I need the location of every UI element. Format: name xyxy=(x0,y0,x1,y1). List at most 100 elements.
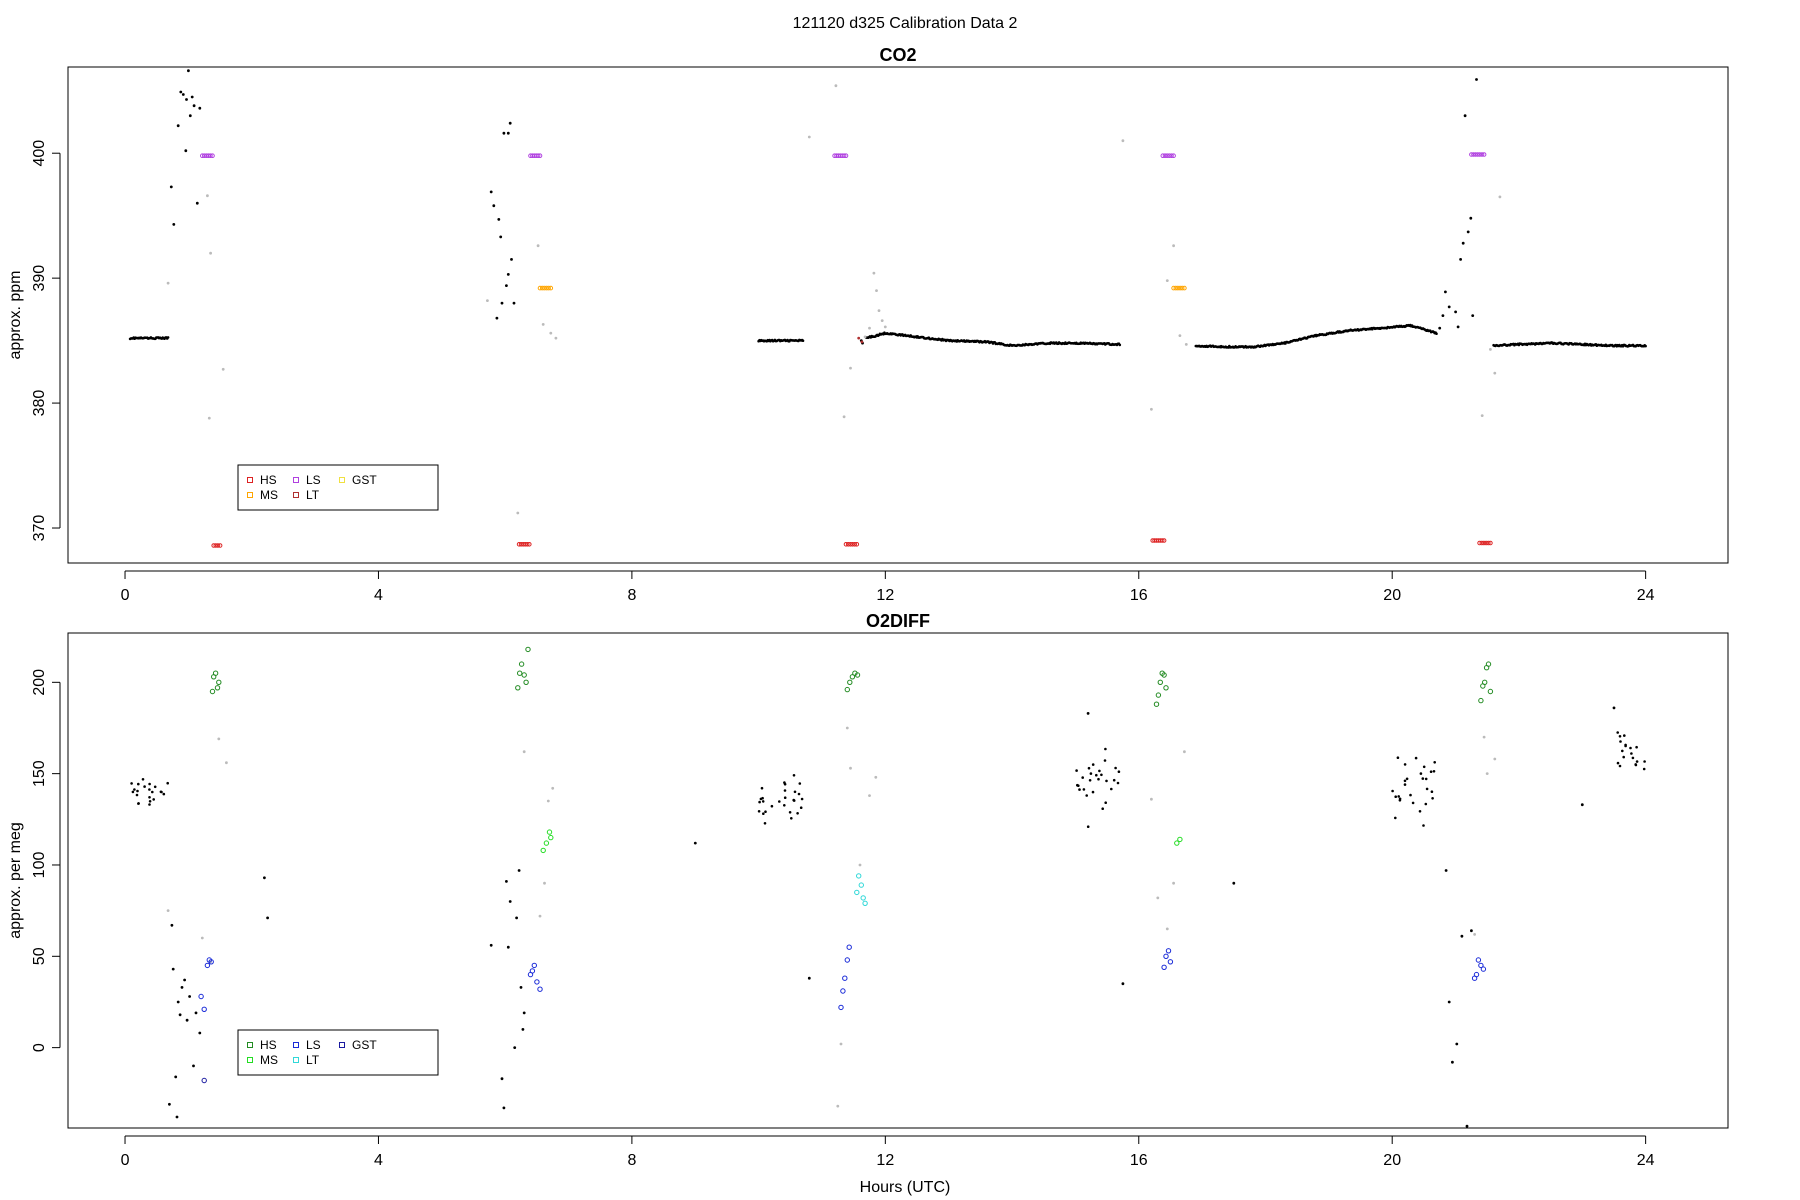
x-tick-label: 0 xyxy=(121,587,130,604)
data-point xyxy=(1618,764,1622,768)
legend-marker xyxy=(293,492,299,498)
data-point xyxy=(1156,896,1160,900)
data-point xyxy=(1086,825,1090,828)
data-point xyxy=(1629,746,1632,750)
data-point xyxy=(201,1006,207,1012)
data-point xyxy=(513,1046,517,1049)
data-point xyxy=(1160,153,1166,158)
data-point xyxy=(180,986,184,989)
data-point xyxy=(190,95,194,99)
y-tick-label: 50 xyxy=(31,947,48,965)
data-point xyxy=(1424,777,1428,781)
data-point xyxy=(538,914,542,918)
data-point xyxy=(1477,152,1483,157)
data-point xyxy=(195,201,199,205)
y-tick-label: 380 xyxy=(31,390,48,417)
data-point xyxy=(1164,153,1170,158)
data-point xyxy=(1478,962,1484,969)
data-point xyxy=(850,542,855,547)
data-point xyxy=(857,336,861,340)
data-point xyxy=(1480,966,1487,972)
data-point xyxy=(492,204,496,208)
data-point xyxy=(518,661,525,667)
data-point xyxy=(793,790,797,794)
series-ls xyxy=(200,152,1487,158)
legend-item: HS xyxy=(247,1038,277,1052)
data-point xyxy=(1635,745,1638,749)
data-point xyxy=(531,962,537,969)
y-tick-label: 370 xyxy=(31,515,48,542)
data-point xyxy=(798,782,802,785)
data-point xyxy=(517,670,523,676)
data-point xyxy=(852,542,858,547)
data-point xyxy=(543,840,550,846)
data-point xyxy=(1424,802,1428,806)
o2diff-panel: O2DIFF approx. per meg 0 4 8 12 16 20 24 0 50 100 15… xyxy=(7,611,1729,1169)
data-point xyxy=(537,153,543,158)
data-point xyxy=(788,811,792,814)
x-tick-label: 8 xyxy=(627,1152,636,1169)
x-tick-label: 4 xyxy=(374,1152,383,1169)
data-point xyxy=(211,543,216,548)
data-point xyxy=(1183,750,1186,754)
data-point xyxy=(1480,414,1484,417)
data-point xyxy=(148,782,151,786)
data-point xyxy=(792,774,796,777)
legend-label: GST xyxy=(352,473,377,487)
data-point xyxy=(854,889,860,896)
legend-label: LS xyxy=(306,1038,321,1052)
data-point xyxy=(166,281,170,285)
data-point xyxy=(1441,314,1445,317)
data-point xyxy=(783,796,787,799)
data-point xyxy=(522,1011,526,1015)
data-point xyxy=(539,285,545,291)
data-point xyxy=(505,880,508,883)
data-point xyxy=(213,543,219,548)
data-point xyxy=(1173,285,1179,291)
panel-title: CO2 xyxy=(879,45,916,65)
data-point xyxy=(1461,241,1465,245)
data-point xyxy=(849,674,856,680)
data-point xyxy=(845,726,849,730)
data-point xyxy=(1418,810,1422,813)
data-point xyxy=(1477,540,1482,546)
legend-item: LT xyxy=(293,1053,320,1067)
legend-marker xyxy=(293,477,299,483)
data-point xyxy=(519,986,523,989)
data-point xyxy=(1112,778,1116,782)
legend-marker xyxy=(293,1057,299,1063)
legend-label: HS xyxy=(260,473,277,487)
data-point xyxy=(860,340,864,344)
legend-box xyxy=(237,464,439,511)
data-point xyxy=(217,737,221,741)
data-point xyxy=(537,285,543,291)
data-point xyxy=(1481,152,1487,157)
data-point xyxy=(1447,305,1451,309)
data-point xyxy=(1177,836,1183,843)
data-point xyxy=(1105,779,1108,783)
legend-item: LS xyxy=(293,1038,321,1052)
plot-frame xyxy=(67,632,1729,1129)
data-point xyxy=(1429,770,1433,773)
data-point xyxy=(148,796,151,799)
data-point xyxy=(1430,790,1434,793)
data-point xyxy=(1422,824,1425,827)
data-point xyxy=(192,104,196,108)
x-tick-label: 16 xyxy=(1130,587,1148,604)
data-point xyxy=(521,1028,525,1031)
data-point xyxy=(181,93,185,96)
data-point xyxy=(1398,797,1402,801)
legend-item: HS xyxy=(247,473,277,487)
data-point xyxy=(175,1115,179,1119)
data-point xyxy=(1493,757,1497,761)
data-point xyxy=(517,869,521,872)
data-point xyxy=(1622,755,1625,759)
y-axis-label: approx. per meg xyxy=(7,822,24,939)
data-point xyxy=(757,810,761,813)
data-point xyxy=(1159,538,1165,543)
data-point xyxy=(541,323,545,326)
data-point xyxy=(783,789,787,792)
data-point xyxy=(1454,310,1457,314)
data-point xyxy=(1104,801,1107,804)
data-point xyxy=(266,916,269,920)
